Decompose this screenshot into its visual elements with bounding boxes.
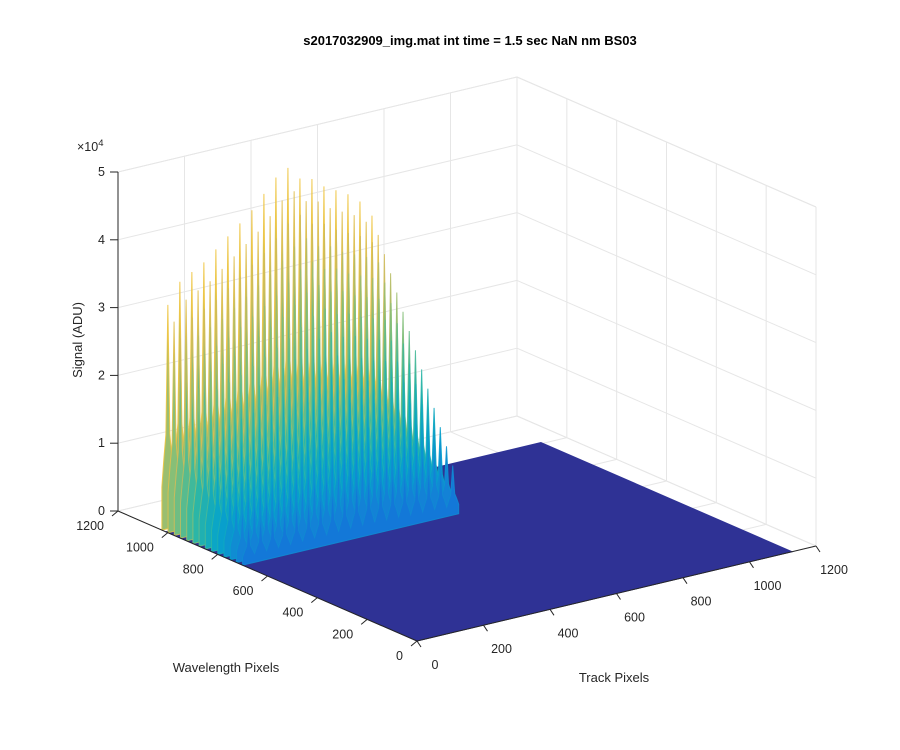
x-tick-label-5: 1000 (754, 579, 782, 593)
z-exponent-label: ×104 (77, 138, 104, 154)
grid-wall-z-right-4 (516, 144, 817, 276)
x-tick-mark-2 (549, 609, 555, 616)
z-tick-label-5: 5 (98, 165, 105, 179)
x-tick-mark-4 (682, 577, 688, 584)
x-tick-mark-5 (749, 561, 754, 569)
box-top-back (117, 76, 518, 173)
z-tick-label-4: 4 (98, 233, 105, 247)
y-tick-mark-3 (261, 575, 268, 582)
x-tick-label-3: 600 (624, 611, 645, 625)
y-tick-mark-5 (161, 532, 169, 539)
z-tick-label-3: 3 (98, 301, 105, 315)
grid-wall-z-back-4 (117, 144, 518, 241)
z-tick-label-2: 2 (98, 368, 105, 382)
y-tick-label-3: 600 (233, 584, 254, 598)
axes-ticks: 0200400600800100012000200400600800100012… (76, 165, 848, 672)
y-tick-mark-4 (211, 553, 218, 560)
grid-wall-z-right-2 (516, 279, 817, 411)
grid-wall-z-right-3 (516, 212, 817, 344)
y-tick-label-5: 1000 (126, 541, 154, 555)
surface-ridge-13 (242, 465, 460, 566)
x-tick-label-2: 400 (558, 626, 579, 640)
grid-wall-z-right-0 (516, 415, 817, 547)
z-tick-label-1: 1 (98, 436, 105, 450)
y-tick-label-4: 800 (183, 562, 204, 576)
z-exponent-power: 4 (98, 138, 103, 149)
x-tick-label-6: 1200 (820, 563, 848, 577)
y-tick-mark-1 (360, 618, 368, 625)
y-tick-mark-6 (111, 510, 119, 517)
x-tick-label-0: 0 (432, 658, 439, 672)
y-tick-mark-2 (311, 597, 318, 604)
x-tick-label-1: 200 (491, 642, 512, 656)
z-exponent-base: ×10 (77, 140, 98, 154)
y-tick-mark-0 (410, 640, 418, 647)
y-axis-label: Wavelength Pixels (173, 660, 280, 675)
x-tick-mark-3 (616, 593, 621, 600)
y-tick-label-0: 0 (396, 649, 403, 663)
y-tick-label-1: 200 (332, 627, 353, 641)
surface-mesh (161, 167, 794, 642)
x-axis-label: Track Pixels (579, 670, 650, 685)
x-tick-label-4: 800 (691, 595, 712, 609)
z-axis-label: Signal (ADU) (70, 302, 85, 378)
z-tick-label-0: 0 (98, 504, 105, 518)
y-tick-label-2: 400 (282, 606, 303, 620)
grid-wall-z-right-1 (516, 347, 817, 479)
y-tick-label-6: 1200 (76, 519, 104, 533)
x-tick-mark-0 (416, 640, 422, 648)
box-top-right (516, 76, 817, 208)
x-tick-mark-6 (815, 545, 821, 553)
x-tick-mark-1 (483, 624, 488, 632)
chart-title: s2017032909_img.mat int time = 1.5 sec N… (303, 33, 637, 48)
